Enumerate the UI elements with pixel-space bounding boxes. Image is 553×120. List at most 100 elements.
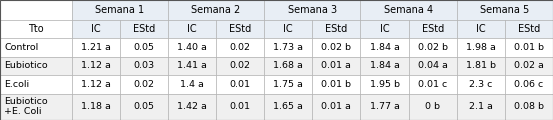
Text: 1.4 a: 1.4 a: [180, 80, 204, 89]
Bar: [361, 94, 409, 120]
Bar: [120, 38, 168, 57]
Text: 0.05: 0.05: [133, 43, 154, 52]
Bar: [264, 20, 312, 38]
Text: 1.68 a: 1.68 a: [273, 61, 303, 71]
Bar: [312, 20, 361, 38]
Bar: [216, 57, 264, 75]
Text: 1.12 a: 1.12 a: [81, 80, 111, 89]
Bar: [168, 0, 264, 20]
Text: 0.02 a: 0.02 a: [514, 61, 544, 71]
Bar: [0, 75, 72, 94]
Text: 0.01: 0.01: [229, 80, 251, 89]
Text: 0.01: 0.01: [229, 102, 251, 111]
Text: EStd: EStd: [421, 24, 444, 34]
Bar: [0, 0, 72, 20]
Bar: [72, 94, 120, 120]
Text: 0.01 b: 0.01 b: [321, 80, 351, 89]
Text: IC: IC: [284, 24, 293, 34]
Bar: [168, 38, 216, 57]
Bar: [0, 57, 72, 75]
Text: IC: IC: [476, 24, 486, 34]
Text: IC: IC: [187, 24, 197, 34]
Text: 0.05: 0.05: [133, 102, 154, 111]
Text: Semana 4: Semana 4: [384, 5, 433, 15]
Text: 0.04 a: 0.04 a: [418, 61, 447, 71]
Bar: [168, 94, 216, 120]
Bar: [312, 38, 361, 57]
Text: 1.75 a: 1.75 a: [273, 80, 303, 89]
Bar: [72, 75, 120, 94]
Bar: [264, 57, 312, 75]
Bar: [505, 38, 553, 57]
Bar: [264, 75, 312, 94]
Bar: [312, 57, 361, 75]
Text: EStd: EStd: [518, 24, 540, 34]
Text: 0.02: 0.02: [133, 80, 154, 89]
Text: 0.02 b: 0.02 b: [418, 43, 448, 52]
Text: 0.03: 0.03: [133, 61, 154, 71]
Bar: [409, 38, 457, 57]
Text: Tto: Tto: [28, 24, 44, 34]
Text: 1.84 a: 1.84 a: [369, 43, 399, 52]
Text: 0.02 b: 0.02 b: [321, 43, 351, 52]
Text: 1.98 a: 1.98 a: [466, 43, 495, 52]
Text: EStd: EStd: [133, 24, 155, 34]
Bar: [409, 75, 457, 94]
Text: Eubiotico: Eubiotico: [4, 61, 48, 71]
Text: EStd: EStd: [325, 24, 347, 34]
Text: E.coli: E.coli: [4, 80, 29, 89]
Bar: [457, 0, 553, 20]
Bar: [168, 20, 216, 38]
Bar: [505, 75, 553, 94]
Bar: [264, 0, 361, 20]
Bar: [361, 20, 409, 38]
Bar: [72, 38, 120, 57]
Text: 2.3 c: 2.3 c: [469, 80, 493, 89]
Bar: [120, 94, 168, 120]
Bar: [72, 20, 120, 38]
Bar: [505, 20, 553, 38]
Text: 1.42 a: 1.42 a: [177, 102, 207, 111]
Bar: [505, 57, 553, 75]
Text: 1.65 a: 1.65 a: [273, 102, 303, 111]
Bar: [264, 94, 312, 120]
Text: 1.81 b: 1.81 b: [466, 61, 496, 71]
Text: 1.84 a: 1.84 a: [369, 61, 399, 71]
Bar: [409, 94, 457, 120]
Bar: [409, 20, 457, 38]
Text: 1.40 a: 1.40 a: [177, 43, 207, 52]
Bar: [216, 75, 264, 94]
Text: 2.1 a: 2.1 a: [469, 102, 493, 111]
Text: 0.06 c: 0.06 c: [514, 80, 544, 89]
Text: 0.08 b: 0.08 b: [514, 102, 544, 111]
Text: 1.73 a: 1.73 a: [273, 43, 303, 52]
Bar: [216, 94, 264, 120]
Bar: [216, 38, 264, 57]
Text: 0.02: 0.02: [229, 43, 251, 52]
Text: 0.02: 0.02: [229, 61, 251, 71]
Text: Semana 1: Semana 1: [95, 5, 144, 15]
Bar: [120, 57, 168, 75]
Text: 1.12 a: 1.12 a: [81, 61, 111, 71]
Bar: [120, 20, 168, 38]
Bar: [216, 20, 264, 38]
Bar: [312, 94, 361, 120]
Bar: [168, 57, 216, 75]
Text: 0.01 b: 0.01 b: [514, 43, 544, 52]
Bar: [409, 57, 457, 75]
Text: 1.41 a: 1.41 a: [177, 61, 207, 71]
Text: IC: IC: [380, 24, 389, 34]
Text: 1.18 a: 1.18 a: [81, 102, 111, 111]
Bar: [361, 38, 409, 57]
Bar: [505, 94, 553, 120]
Text: 1.21 a: 1.21 a: [81, 43, 111, 52]
Text: Semana 5: Semana 5: [480, 5, 529, 15]
Bar: [312, 75, 361, 94]
Bar: [0, 38, 72, 57]
Text: Eubiotico
+E. Coli: Eubiotico +E. Coli: [4, 97, 48, 116]
Text: Semana 2: Semana 2: [191, 5, 241, 15]
Bar: [168, 75, 216, 94]
Text: EStd: EStd: [229, 24, 251, 34]
Text: 1.77 a: 1.77 a: [369, 102, 399, 111]
Bar: [457, 20, 505, 38]
